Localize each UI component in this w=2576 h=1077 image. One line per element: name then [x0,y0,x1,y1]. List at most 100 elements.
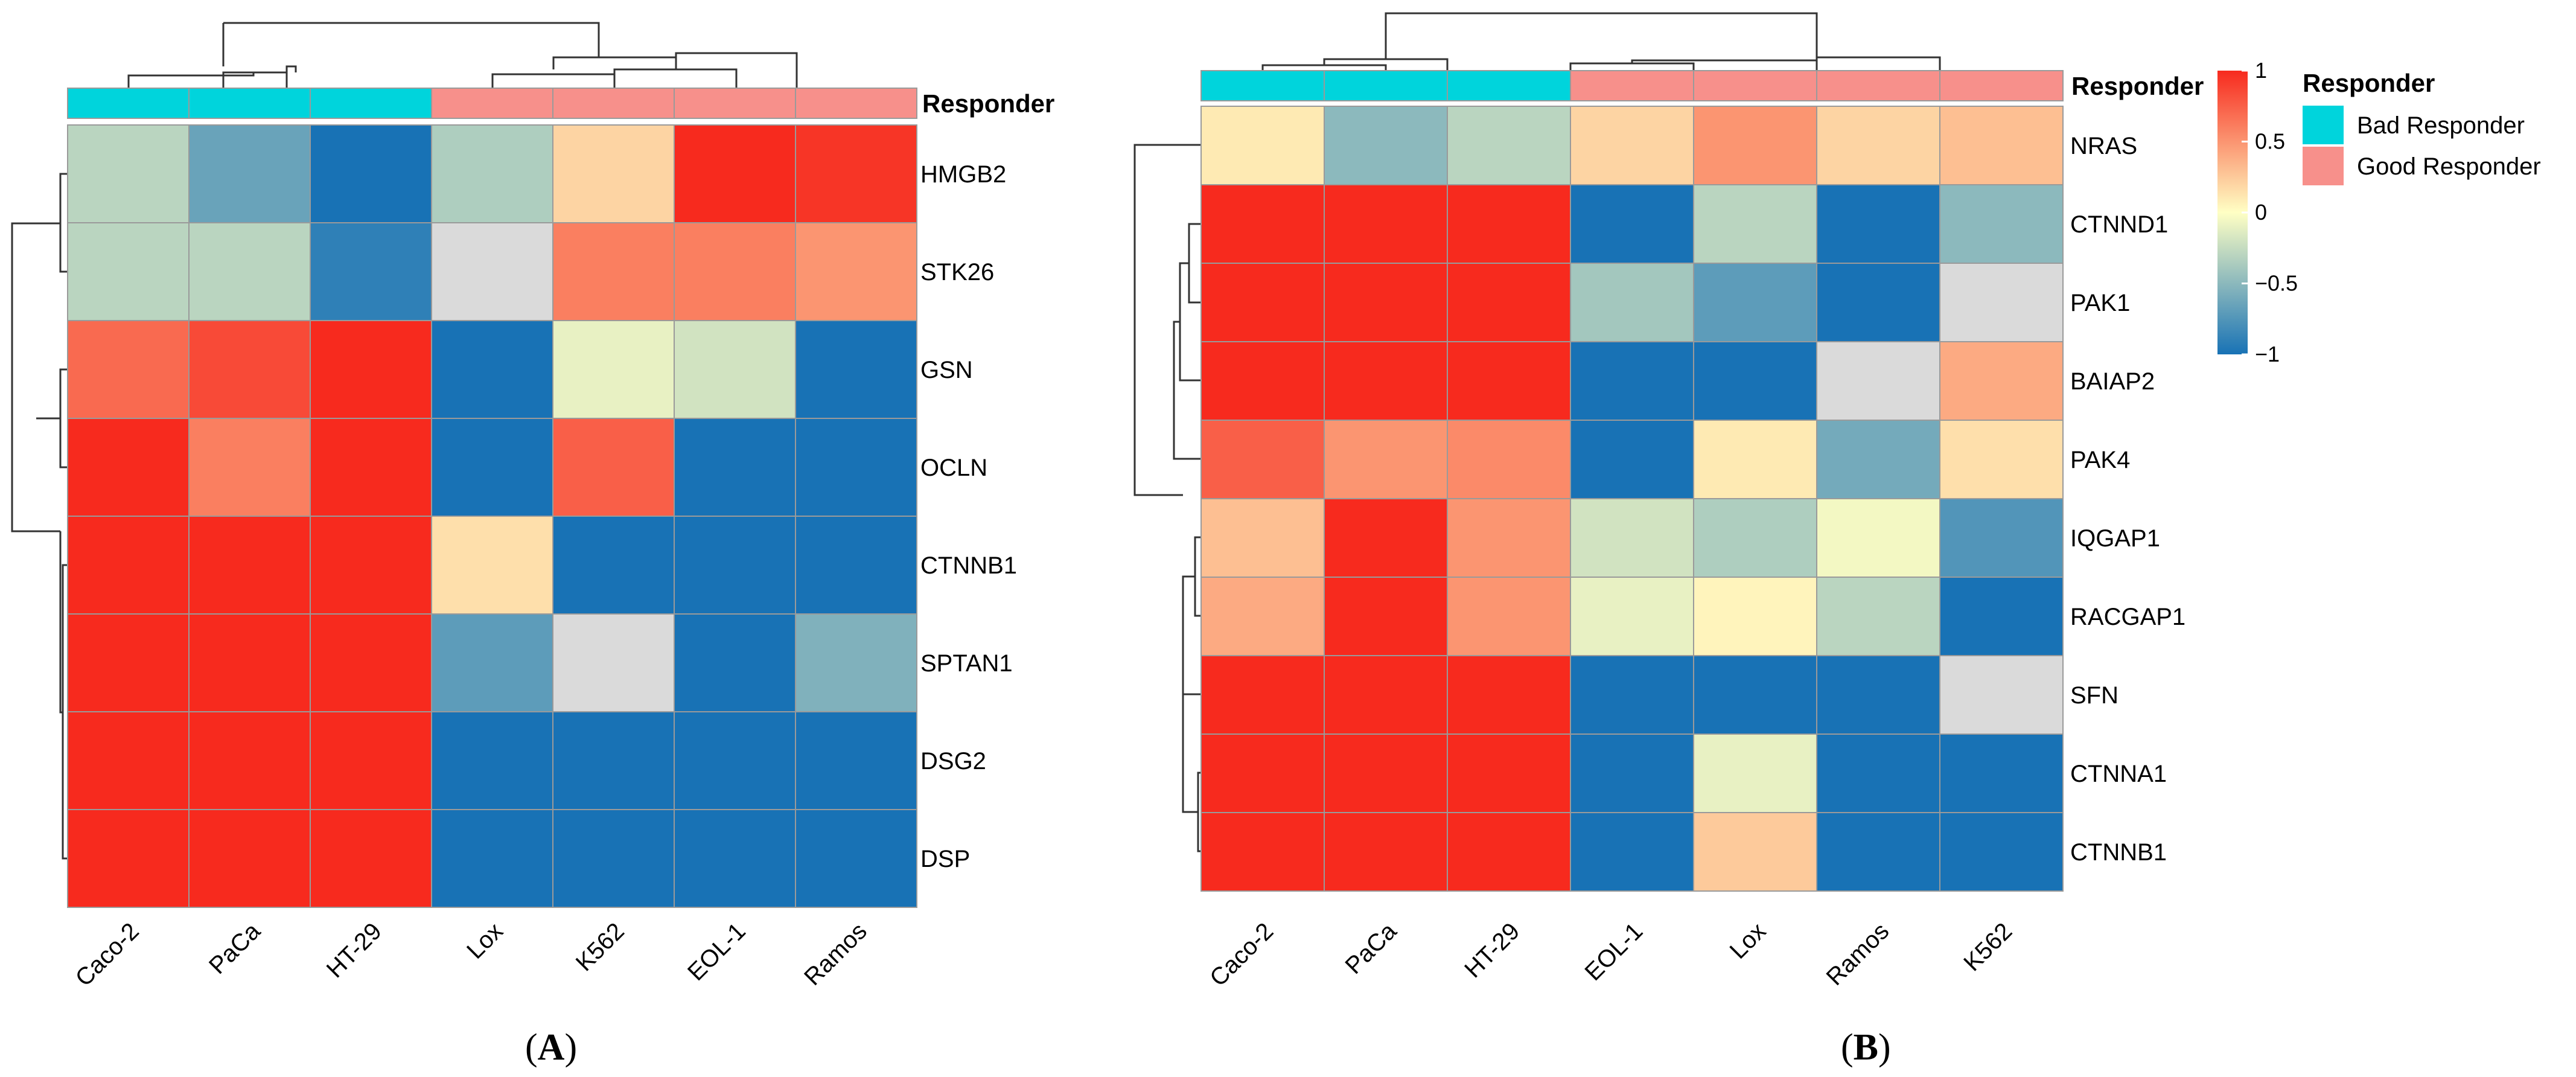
heatmap-cell [1200,655,1325,735]
heatmap-cell [1324,498,1448,578]
row-label: GSN [920,357,973,383]
heatmap-cell [1816,812,1940,892]
heatmap-cell [1200,263,1325,342]
annotation-cell [674,88,796,119]
heatmap-cell [674,222,796,321]
heatmap-cell [1693,106,1817,185]
heatmap-cell [1693,498,1817,578]
heatmap-cell [67,516,190,615]
heatmap-cell [1200,812,1325,892]
column-label: Ramos [1822,918,1895,991]
heatmap-cell [1447,733,1571,813]
row-label: SFN [2070,682,2119,709]
annotation-cell [188,88,311,119]
heatmap-cell [1324,733,1448,813]
heatmap-cell [1693,420,1817,499]
heatmap-cell [1939,812,2064,892]
annotation-cell [431,88,553,119]
column-label: EOL-1 [683,918,751,986]
heatmap-cell [1939,184,2064,264]
panel-b-label: (B) [1841,1027,1891,1068]
heatmap-cell [1816,655,1940,735]
legend-item-label: Bad Responder [2357,112,2525,139]
heatmap-cell [552,124,675,223]
heatmap-cell [674,516,796,615]
column-label: Lox [462,918,508,964]
heatmap-cell [431,809,553,908]
heatmap-cell [674,613,796,712]
heatmap-cell [795,613,917,712]
heatmap-cell [1693,577,1817,656]
heatmap-cell [1447,184,1571,264]
column-label: PaCa [204,918,266,979]
scale-tick-label: 0.5 [2255,129,2285,154]
heatmap-cell [1447,498,1571,578]
heatmap-cell [1693,184,1817,264]
row-label: CTNNB1 [2070,839,2167,866]
row-label: CTNNA1 [2070,761,2167,787]
heatmap-cell [1447,812,1571,892]
heatmap-cell [1570,498,1694,578]
panel-letter: B [1854,1027,1878,1068]
panel-a-column-labels: Caco-2 PaCa HT-29 Lox K562 EOL-1 Ramos [71,918,872,992]
heatmap-cell [1324,106,1448,185]
heatmap-cell [1447,420,1571,499]
heatmap-cell [1570,184,1694,264]
heatmap-cell [1324,420,1448,499]
column-label: K562 [571,918,630,976]
heatmap-cell [1324,577,1448,656]
row-label: PAK1 [2070,290,2130,316]
heatmap-cell [1570,263,1694,342]
heatmap-cell [1816,106,1940,185]
heatmap-cell [1200,733,1325,813]
row-label: DSG2 [920,748,986,775]
heatmap-cell [67,222,190,321]
panel-b-annotation-bar [1200,70,2064,101]
heatmap-cell [1939,263,2064,342]
heatmap-cell [431,320,553,419]
heatmap-cell [310,516,432,615]
panel-b-cells [1200,106,2064,892]
panel-a-annotation-label: Responder [922,89,1054,118]
heatmap-cell [795,222,917,321]
heatmap-cell [1939,106,2064,185]
heatmap-cell [1693,263,1817,342]
heatmap-cell [1200,577,1325,656]
legend-swatch [2303,147,2344,185]
panel-a-annotation-bar [67,88,917,119]
heatmap-cell [310,222,432,321]
heatmap-cell [552,711,675,810]
annotation-cell [67,88,190,119]
panel-b-annotation-label: Responder [2071,72,2204,100]
heatmap-cell [552,613,675,712]
heatmap-cell [67,711,190,810]
heatmap-cell [674,809,796,908]
heatmap-cell [795,516,917,615]
row-label: CTNNB1 [920,552,1017,579]
heatmap-cell [1816,341,1940,421]
heatmap-cell [188,613,311,712]
panel-b-heatmap: Responder NRAS CTNND1 PAK1 BAIAP2 PAK4 IQGAP1… [1133,12,2204,1068]
column-label: HT-29 [322,918,387,983]
heatmap-cell [1816,498,1940,578]
heatmap-cell [1939,733,2064,813]
row-label: BAIAP2 [2070,368,2155,395]
heatmap-cell [1447,341,1571,421]
panel-a-heatmap: Responder HMGB2 STK26 GSN OCLN CTNNB1 SPTAN1 D… [11,22,1054,1068]
scale-tick-label: −0.5 [2255,271,2298,296]
scale-tick-label: 1 [2255,58,2267,83]
panel-a-row-dendrogram [11,173,68,860]
annotation-cell [310,88,432,119]
scale-tick-label: 0 [2255,200,2267,225]
heatmap-cell [67,418,190,517]
heatmap-cell [1324,184,1448,264]
heatmap-cell [1200,106,1325,185]
heatmap-cell [1939,577,2064,656]
row-label: IQGAP1 [2070,525,2160,552]
heatmap-cell [310,320,432,419]
legend-items: Bad Responder Good Responder [2303,106,2541,185]
panel-a-column-dendrogram [127,22,798,88]
heatmap-cell [1200,420,1325,499]
heatmap-cell [1939,341,2064,421]
